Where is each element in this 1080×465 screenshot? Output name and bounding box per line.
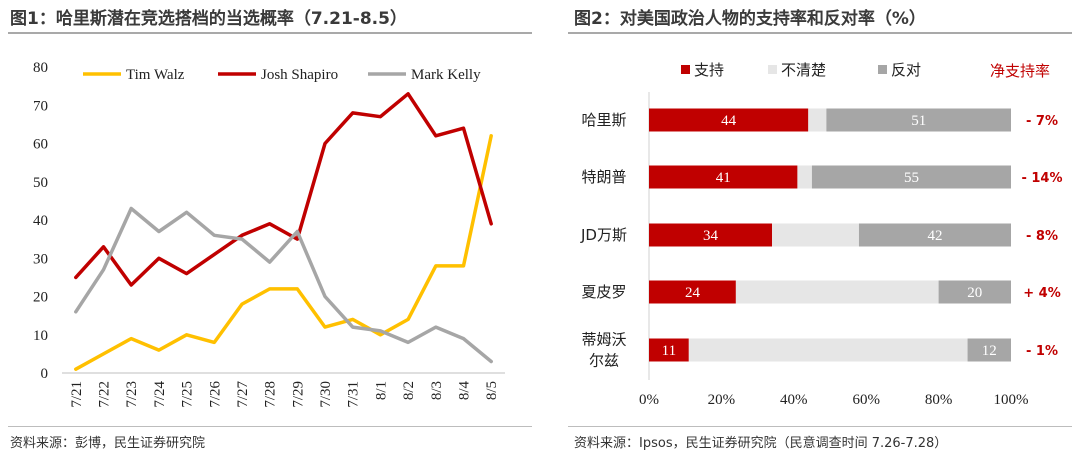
bar-data-label: 44 — [721, 113, 737, 129]
x-tick-label: 0% — [639, 392, 659, 408]
y-tick-label: 50 — [33, 175, 48, 191]
y-tick-label: 40 — [33, 213, 48, 229]
x-tick-label: 8/3 — [429, 381, 445, 400]
bar-data-label: 34 — [703, 228, 719, 244]
bar-data-label: 41 — [716, 170, 731, 186]
category-label: 夏皮罗 — [581, 283, 626, 301]
bar-segment-oppose — [826, 108, 1011, 132]
x-tick-label: 7/22 — [97, 381, 113, 408]
bar-segment-unsure — [688, 338, 968, 362]
category-label: JD万斯 — [580, 226, 627, 244]
bar-data-label: 20 — [967, 285, 982, 301]
chart1-line-chart: 0 10 20 30 40 50 60 70 80 7/21 7/22 7/23 7/24 7/25 7/2… — [33, 60, 505, 408]
chart2-title: 图2：对美国政治人物的支持率和反对率（%） — [574, 9, 926, 29]
chart2-source-rule — [568, 426, 1072, 427]
bar-segment-unsure — [797, 165, 812, 189]
x-tick-label: 8/2 — [401, 381, 417, 400]
x-tick-label: 7/23 — [124, 381, 140, 408]
bar-segment-oppose — [938, 280, 1011, 304]
net-support-value: - 7% — [1026, 114, 1058, 129]
x-tick-label: 40% — [780, 392, 808, 408]
category-label: 蒂姆沃 — [581, 331, 626, 349]
x-tick-label: 8/4 — [456, 381, 472, 401]
category-label: 尔兹 — [589, 352, 619, 370]
x-tick-label: 7/27 — [235, 381, 251, 408]
legend-label: 反对 — [891, 61, 921, 79]
bar-segment-unsure — [735, 280, 939, 304]
bar-data-label: 42 — [927, 228, 942, 244]
chart2-source: 资料来源：Ipsos，民生证券研究院（民意调查时间 7.26-7.28） — [574, 436, 948, 451]
chart2-title-rule — [568, 32, 1072, 34]
legend-label: 不清楚 — [781, 61, 826, 79]
legend-label: Josh Shapiro — [261, 67, 338, 83]
x-tick-label: 7/28 — [263, 381, 279, 408]
y-tick-label: 80 — [33, 60, 48, 76]
x-tick-label: 100% — [994, 392, 1029, 408]
legend-swatch — [681, 65, 690, 74]
bar-segment-unsure — [808, 108, 827, 132]
x-tick-label: 7/31 — [346, 381, 362, 408]
y-tick-label: 0 — [41, 366, 49, 382]
bar-segment-support — [649, 108, 809, 132]
category-label: 特朗普 — [581, 168, 626, 186]
y-tick-label: 30 — [33, 251, 48, 267]
bar-data-label: 11 — [662, 343, 676, 359]
legend-label: Tim Walz — [126, 67, 185, 83]
legend-swatch — [878, 65, 887, 74]
series-line-tim-walz — [74, 134, 493, 371]
bar-segment-unsure — [772, 223, 859, 247]
x-tick-label: 60% — [852, 392, 880, 408]
chart2-panel: 图2：对美国政治人物的支持率和反对率（%） 支持 不清楚 反对 净支持率哈里斯 44 51… — [560, 0, 1080, 465]
net-support-header: 净支持率 — [990, 62, 1050, 80]
y-tick-label: 10 — [33, 328, 48, 344]
bar-segment-oppose — [811, 165, 1011, 189]
series-line-mark-kelly — [74, 206, 493, 364]
x-tick-label: 7/21 — [69, 381, 85, 408]
x-tick-label: 7/26 — [207, 381, 223, 408]
bar-segment-support — [649, 280, 736, 304]
net-support-value: - 1% — [1026, 344, 1058, 359]
bar-segment-support — [649, 338, 689, 362]
y-tick-label: 60 — [33, 137, 48, 153]
bar-data-label: 51 — [911, 113, 926, 129]
chart1-panel: 图1：哈里斯潜在竞选搭档的当选概率（7.21-8.5） 0 10 20 30 40 50 6… — [8, 9, 532, 451]
legend-label: 支持 — [694, 61, 724, 79]
x-tick-label: 80% — [925, 392, 953, 408]
y-tick-label: 70 — [33, 98, 48, 114]
legend-label: Mark Kelly — [411, 67, 481, 83]
x-tick-label: 7/29 — [290, 381, 306, 408]
chart1-source-rule — [8, 426, 532, 427]
x-tick-label: 8/5 — [484, 381, 500, 400]
series-line-josh-shapiro — [74, 92, 493, 287]
bar-segment-support — [649, 223, 773, 247]
legend-swatch — [768, 65, 777, 74]
chart1-source: 资料来源：彭博，民生证券研究院 — [10, 436, 206, 451]
net-support-value: + 4% — [1023, 286, 1061, 301]
bar-data-label: 12 — [982, 343, 997, 359]
x-tick-label: 7/24 — [152, 381, 168, 408]
chart1-title: 图1：哈里斯潜在竞选搭档的当选概率（7.21-8.5） — [10, 9, 407, 29]
x-tick-label: 7/25 — [180, 381, 196, 408]
chart1-title-rule — [8, 32, 532, 34]
y-tick-label: 20 — [33, 290, 48, 306]
net-support-value: - 14% — [1021, 171, 1062, 186]
bar-segment-oppose — [858, 223, 1011, 247]
bar-segment-oppose — [967, 338, 1011, 362]
x-tick-label: 20% — [708, 392, 736, 408]
bar-segment-support — [649, 165, 798, 189]
category-label: 哈里斯 — [581, 111, 626, 129]
x-tick-label: 7/30 — [318, 381, 334, 408]
bar-data-label: 24 — [685, 285, 701, 301]
x-tick-label: 8/1 — [373, 381, 389, 400]
net-support-value: - 8% — [1026, 229, 1058, 244]
bar-data-label: 55 — [904, 170, 919, 186]
